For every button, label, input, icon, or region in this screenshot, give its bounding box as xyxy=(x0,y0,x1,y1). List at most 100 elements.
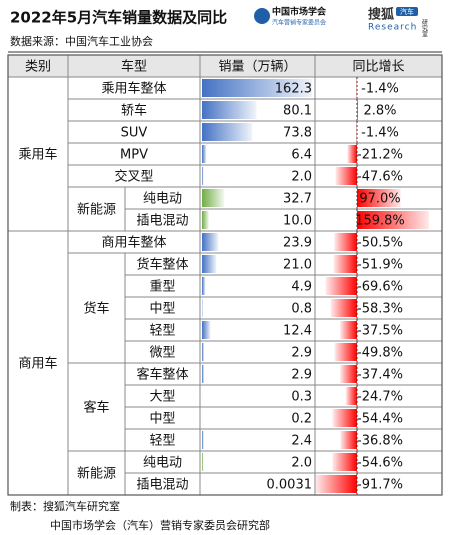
header-text: 销量（万辆） xyxy=(218,60,296,75)
sales-bar xyxy=(202,211,209,229)
sales-label: 2.0 xyxy=(291,170,312,185)
model: 大型 xyxy=(149,390,175,405)
growth-bar xyxy=(334,233,357,251)
growth-bar xyxy=(335,167,357,185)
sales-bar xyxy=(202,343,204,361)
model: 商用车整体 xyxy=(101,235,166,251)
growth-bar xyxy=(340,365,357,383)
sales-bar xyxy=(202,123,253,141)
sales-label: 23.9 xyxy=(283,236,312,251)
model: 轻型 xyxy=(149,324,175,339)
model: 乘用车整体 xyxy=(101,81,166,97)
growth-bar xyxy=(356,79,357,97)
sales-label: 32.7 xyxy=(283,192,312,207)
sales-bar xyxy=(202,233,219,251)
model: 轿车 xyxy=(121,103,147,119)
growth-label: -47.6% xyxy=(357,170,403,185)
growth-bar xyxy=(340,321,357,339)
growth-label: -21.2% xyxy=(357,148,403,163)
model: 轻型 xyxy=(149,434,175,449)
footer: 中国市场学会（汽车）营销专家委员会研究部 xyxy=(50,518,270,532)
growth-label: -37.5% xyxy=(357,324,403,339)
logo-text: 汽车 xyxy=(400,7,414,16)
growth-label: -1.4% xyxy=(361,126,399,141)
group-label: 新能源 xyxy=(77,202,116,218)
model: 客车整体 xyxy=(136,367,188,383)
group-label: 新能源 xyxy=(77,466,116,482)
growth-bar xyxy=(340,431,357,449)
footer: 制表：搜狐汽车研究室 xyxy=(10,499,120,513)
header-text: 车型 xyxy=(121,59,147,75)
model: 中型 xyxy=(149,412,175,427)
logo-text: 搜狐 xyxy=(368,7,394,23)
section-label: 商用车 xyxy=(18,356,57,372)
growth-label: -49.8% xyxy=(357,346,403,361)
sales-label: 80.1 xyxy=(283,104,312,119)
growth-bar xyxy=(315,475,357,493)
growth-bar xyxy=(332,453,357,471)
section-label: 乘用车 xyxy=(18,147,57,163)
model: 中型 xyxy=(149,302,175,317)
logo-text: 研究室 xyxy=(421,19,428,37)
logo-badge xyxy=(396,7,418,16)
sales-bar xyxy=(202,101,257,119)
sales-bar xyxy=(202,453,204,471)
growth-label: -36.8% xyxy=(357,434,403,449)
growth-label: -58.3% xyxy=(357,302,403,317)
logo-text: 中国市场学会 xyxy=(272,6,327,18)
sales-label: 6.4 xyxy=(291,148,312,163)
growth-bar xyxy=(333,255,357,273)
header-text: 同比增长 xyxy=(352,60,404,75)
sales-bar xyxy=(202,189,225,207)
header-bg xyxy=(8,55,442,77)
growth-bar xyxy=(357,101,359,119)
growth-bar xyxy=(325,277,357,295)
growth-bar xyxy=(334,343,357,361)
sales-bar xyxy=(202,255,217,273)
growth-label: 2.8% xyxy=(363,104,396,119)
model: 交叉型 xyxy=(114,169,153,185)
growth-bar xyxy=(356,123,357,141)
header-text: 类别 xyxy=(25,60,51,75)
logo-text: 汽车营销专家委员会 xyxy=(272,19,326,27)
growth-label: -51.9% xyxy=(357,258,403,273)
sales-bar xyxy=(202,145,207,163)
model: SUV xyxy=(121,126,148,141)
sales-label: 162.3 xyxy=(275,82,312,97)
growth-label: -69.6% xyxy=(357,280,403,295)
model: 重型 xyxy=(149,279,175,295)
logo-text: Research xyxy=(368,23,417,33)
logo-icon xyxy=(254,8,270,24)
growth-label: 97.0% xyxy=(359,192,400,207)
growth-bar xyxy=(330,299,357,317)
sales-label: 4.9 xyxy=(291,280,312,295)
sales-label: 12.4 xyxy=(283,324,312,339)
sales-bar xyxy=(202,277,206,295)
growth-label: -54.6% xyxy=(357,456,403,471)
sales-label: 21.0 xyxy=(283,258,312,273)
growth-label: 159.8% xyxy=(355,214,405,229)
group-label: 货车 xyxy=(83,301,109,317)
model: 货车整体 xyxy=(136,257,188,273)
growth-bar xyxy=(347,145,357,163)
sales-label: 0.2 xyxy=(291,412,312,427)
sales-bar xyxy=(202,321,211,339)
sales-bar xyxy=(202,431,204,449)
table-border xyxy=(7,54,443,496)
sales-bar xyxy=(202,365,204,383)
model: 插电混动 xyxy=(136,478,188,493)
sales-label: 2.0 xyxy=(291,456,312,471)
growth-label: -24.7% xyxy=(357,390,403,405)
growth-bar xyxy=(345,387,357,405)
sales-label: 0.3 xyxy=(291,390,312,405)
source: 数据来源：中国汽车工业协会 xyxy=(10,34,153,48)
model: MPV xyxy=(120,148,148,163)
sales-label: 2.4 xyxy=(291,434,312,449)
sales-label: 0.0031 xyxy=(267,478,313,493)
sales-bar xyxy=(202,79,313,97)
group-label: 客车 xyxy=(83,400,109,416)
model: 微型 xyxy=(149,346,175,361)
growth-label: -91.7% xyxy=(357,478,403,493)
